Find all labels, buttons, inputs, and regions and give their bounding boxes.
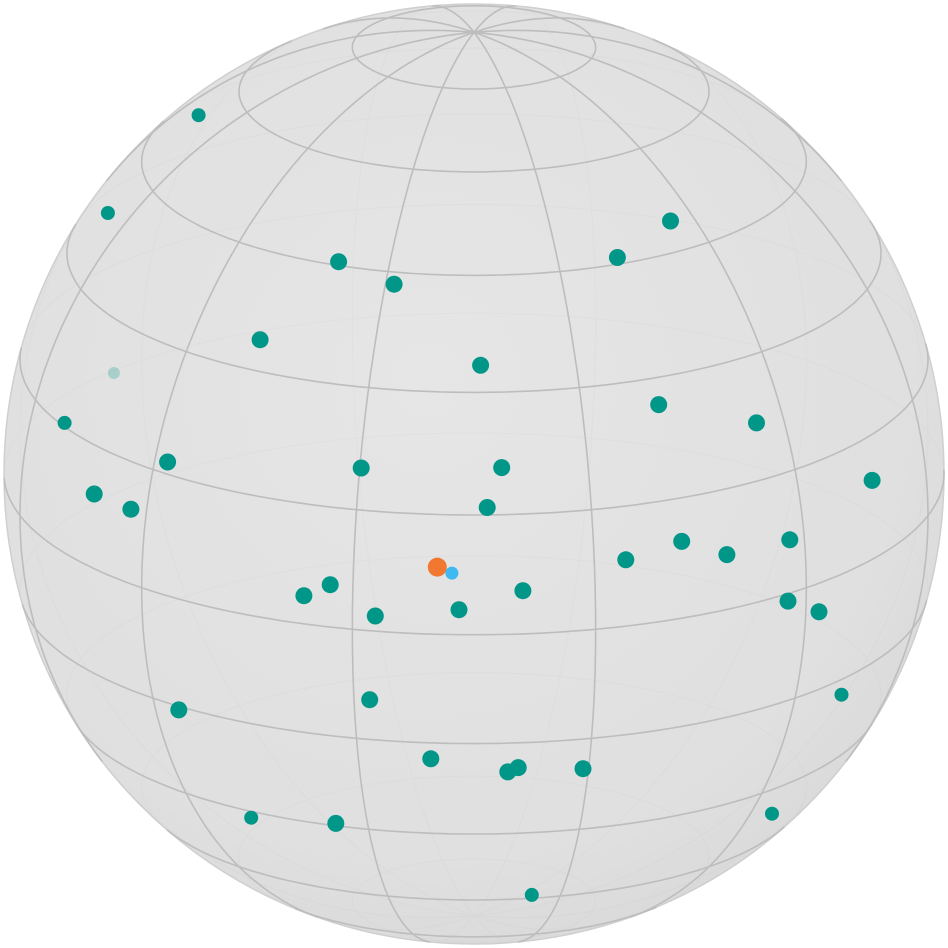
meridian-line-front xyxy=(322,17,475,34)
latitude-line-front xyxy=(473,343,929,516)
meridian-line-front xyxy=(473,31,597,943)
data-point xyxy=(361,691,379,709)
latitude-line-front xyxy=(21,604,475,745)
data-point-far-side xyxy=(107,367,120,379)
latitude-line-front xyxy=(3,478,474,636)
data-point xyxy=(450,601,468,619)
data-point xyxy=(662,212,679,230)
data-point xyxy=(100,206,115,220)
data-point xyxy=(748,414,765,432)
data-point xyxy=(366,607,384,625)
data-point xyxy=(57,415,72,430)
data-point xyxy=(673,532,691,550)
data-point xyxy=(295,587,313,605)
data-point xyxy=(85,485,103,503)
data-point xyxy=(330,253,348,271)
meridian-line-front xyxy=(473,29,842,182)
data-point xyxy=(765,806,779,821)
highlight-primary-marker xyxy=(427,557,447,577)
latitude-line-front xyxy=(166,829,475,901)
meridian-line-front xyxy=(432,5,475,33)
meridian-line-front xyxy=(106,29,475,182)
data-point xyxy=(779,592,797,610)
latitude-line-front xyxy=(19,347,475,516)
data-point xyxy=(327,814,345,832)
data-points xyxy=(57,108,881,902)
data-point xyxy=(321,576,339,594)
data-point xyxy=(191,108,206,123)
latitude-line-front xyxy=(474,469,945,636)
data-point xyxy=(509,759,527,777)
data-point xyxy=(422,750,440,768)
latitude-line-front xyxy=(473,117,808,277)
data-point xyxy=(524,887,539,902)
meridian-line-front xyxy=(140,31,475,919)
latitude-line-front xyxy=(473,600,928,745)
data-point xyxy=(352,459,370,477)
meridian-line-front xyxy=(473,5,516,33)
data-point xyxy=(478,499,496,516)
sphere-front-gridlines xyxy=(3,5,945,943)
data-point xyxy=(574,760,592,778)
meridian-line-front xyxy=(351,31,475,943)
data-point xyxy=(810,603,828,621)
data-point xyxy=(650,396,668,414)
meridian-line-front xyxy=(473,31,929,762)
data-point xyxy=(159,453,177,471)
data-point xyxy=(493,459,511,477)
meridian-line-front xyxy=(473,17,626,34)
latitude-line-front xyxy=(474,723,873,835)
data-point xyxy=(251,331,269,349)
data-point xyxy=(781,531,799,549)
latitude-line-front xyxy=(238,40,474,173)
data-point xyxy=(608,249,626,266)
latitude-line-front xyxy=(474,38,710,173)
data-point xyxy=(514,582,532,600)
latitude-line-front xyxy=(66,223,475,394)
data-point xyxy=(244,810,259,825)
data-point xyxy=(863,471,881,489)
latitude-line-front xyxy=(295,907,475,938)
data-point xyxy=(472,356,490,374)
latitude-line-front xyxy=(473,826,785,901)
meridian-line-front xyxy=(473,31,808,919)
data-point xyxy=(122,500,140,518)
highlight-secondary-marker xyxy=(445,566,459,580)
data-point xyxy=(617,551,635,569)
latitude-line-front xyxy=(77,726,474,835)
latitude-line-front xyxy=(351,5,597,90)
data-point xyxy=(834,687,849,702)
data-point xyxy=(385,275,403,293)
data-point xyxy=(170,701,188,719)
meridian-line-front xyxy=(19,31,475,762)
latitude-line-front xyxy=(473,220,882,394)
latitude-line-front xyxy=(140,120,475,277)
data-point xyxy=(718,546,736,564)
